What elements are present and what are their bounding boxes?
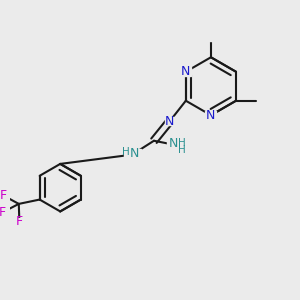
Bar: [0, 192, 7, 199]
Bar: [180, 68, 191, 76]
Text: N: N: [130, 147, 139, 160]
Bar: [167, 139, 184, 151]
Text: N: N: [181, 65, 190, 78]
Bar: [16, 218, 23, 225]
Text: F: F: [0, 189, 6, 202]
Text: H: H: [122, 147, 130, 157]
Text: N: N: [169, 137, 178, 150]
Text: N: N: [206, 109, 216, 122]
Bar: [206, 111, 216, 120]
Bar: [0, 209, 6, 216]
Text: F: F: [16, 215, 23, 228]
Bar: [165, 117, 175, 125]
Text: H: H: [178, 138, 186, 148]
Text: F: F: [0, 206, 5, 219]
Bar: [124, 149, 141, 160]
Text: H: H: [178, 145, 186, 155]
Bar: [205, 34, 217, 41]
Text: N: N: [165, 115, 175, 128]
